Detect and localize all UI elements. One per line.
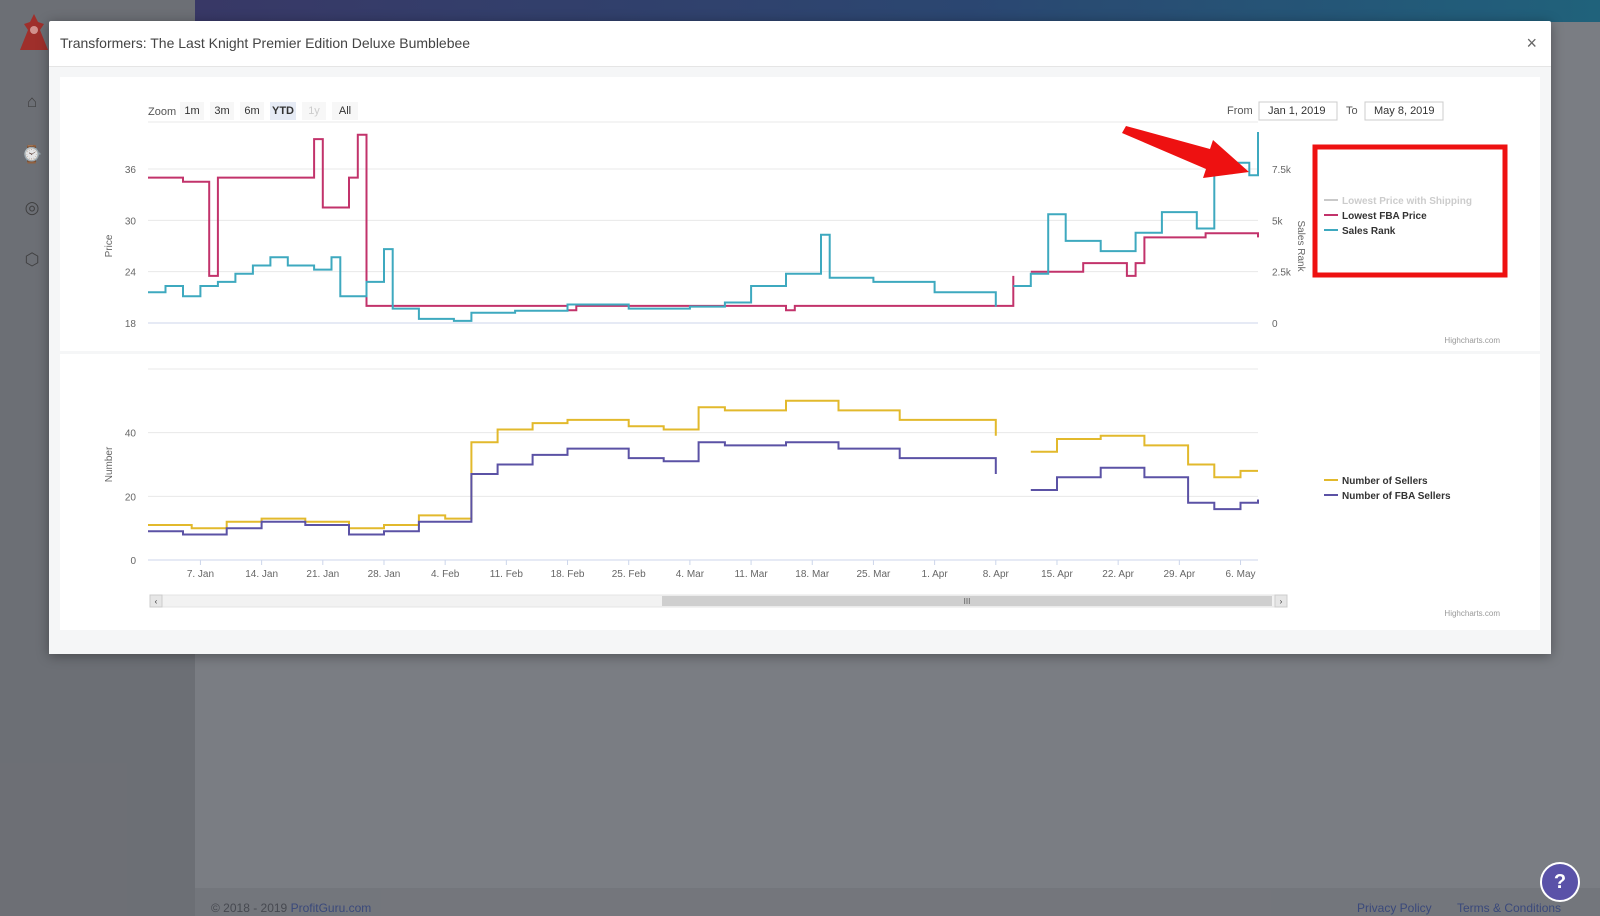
footer-copyright: © 2018 - 2019 ProfitGuru.com — [211, 901, 372, 915]
price-rank-chart: 18 24 30 36 0 2.5k 5k 7.5k Sales Rank Price Zoom … — [60, 77, 1540, 351]
x-tick-label: 11. Mar — [734, 569, 768, 580]
x-tick-label: 25. Mar — [856, 569, 891, 580]
sellers-chart-svg: 0 20 40 Number 7. Jan 14. Jan 21. Jan 28. Jan 4.… — [104, 368, 1500, 618]
zoom-button-3m[interactable] — [210, 102, 234, 120]
y-tick-label: 40 — [125, 429, 137, 440]
x-tick-label: 18. Mar — [795, 569, 830, 580]
y-tick-label: 36 — [125, 165, 137, 176]
scroll-right-button[interactable] — [1274, 594, 1288, 608]
terms-link[interactable]: Terms & Conditions — [1457, 901, 1562, 915]
scrollbar-grip-icon: III — [964, 597, 971, 606]
x-tick-label: 7. Jan — [187, 569, 214, 580]
x-tick-label: 21. Jan — [306, 569, 339, 580]
series-line-number-of-sellers[interactable] — [148, 399, 1258, 530]
x-tick-label: 15. Apr — [1041, 569, 1073, 580]
series-line-lowest-fba-price[interactable] — [148, 133, 1259, 312]
y-tick-label: 18 — [125, 319, 137, 330]
zoom-button-ytd[interactable] — [270, 102, 296, 120]
lifebuoy-icon[interactable]: ◎ — [24, 198, 40, 217]
legend-item[interactable]: Lowest Price with Shipping — [1342, 196, 1472, 207]
legend-item[interactable]: Number of Sellers — [1342, 476, 1428, 487]
zoom-button-1y[interactable] — [302, 102, 326, 120]
help-button[interactable]: ? — [1540, 862, 1580, 902]
legend-highlight-box — [1312, 144, 1508, 278]
sellers-chart: 0 20 40 Number 7. Jan 14. Jan 21. Jan 28. Jan 4.… — [60, 354, 1540, 630]
from-date-input[interactable] — [1258, 101, 1338, 121]
modal-body: 18 24 30 36 0 2.5k 5k 7.5k Sales Rank Price Zoom … — [49, 67, 1551, 654]
x-tick-label: 28. Jan — [368, 569, 401, 580]
footer-brand-link[interactable]: ProfitGuru.com — [290, 901, 372, 915]
to-date-value: May 8, 2019 — [1374, 105, 1435, 117]
zoom-button-label: 1m — [184, 105, 199, 117]
from-date-value: Jan 1, 2019 — [1268, 105, 1326, 117]
zoom-button-1m[interactable] — [180, 102, 204, 120]
arrow-right-icon: › — [1280, 597, 1283, 606]
y-tick-label: 0 — [130, 556, 136, 567]
series-line-number-of-fba-sellers[interactable] — [148, 441, 1259, 536]
x-tick-label: 4. Mar — [676, 569, 705, 580]
home-icon[interactable]: ⌂ — [26, 92, 38, 111]
to-label: To — [1346, 105, 1358, 117]
y-axis-label: Number — [104, 446, 115, 482]
y-tick-label: 24 — [125, 268, 137, 279]
product-chart-modal: Transformers: The Last Knight Premier Ed… — [49, 21, 1551, 654]
zoom-label: Zoom — [148, 106, 176, 118]
zoom-button-label: 1y — [308, 105, 320, 117]
modal-header: Transformers: The Last Knight Premier Ed… — [49, 21, 1551, 67]
modal-title: Transformers: The Last Knight Premier Ed… — [60, 35, 471, 51]
y-right-tick-label: 0 — [1272, 319, 1278, 330]
y-right-tick-label: 2.5k — [1272, 268, 1292, 279]
scroll-left-button[interactable] — [149, 594, 163, 608]
app-header — [195, 0, 1600, 22]
y-right-tick-label: 5k — [1272, 216, 1284, 227]
y-right-tick-label: 7.5k — [1272, 165, 1292, 176]
x-tick-label: 14. Jan — [245, 569, 278, 580]
x-tick-label: 8. Apr — [983, 569, 1010, 580]
app-footer: © 2018 - 2019 ProfitGuru.com Privacy Pol… — [195, 888, 1600, 916]
from-label: From — [1227, 105, 1253, 117]
y-tick-label: 20 — [125, 492, 137, 503]
x-tick-label: 18. Feb — [551, 569, 585, 580]
zoom-button-all[interactable] — [332, 102, 358, 120]
red-arrow-icon — [1122, 126, 1249, 178]
x-tick-label: 4. Feb — [431, 569, 460, 580]
credits-top[interactable]: Highcharts.com — [1444, 336, 1500, 345]
legend-item[interactable]: Lowest FBA Price — [1342, 211, 1427, 222]
box-icon[interactable]: ⬡ — [24, 250, 40, 269]
watch-icon[interactable]: ⌚ — [21, 145, 43, 164]
y-axis-label: Price — [104, 234, 115, 257]
x-tick-label: 22. Apr — [1102, 569, 1134, 580]
y-tick-label: 30 — [125, 216, 137, 227]
credits-bottom[interactable]: Highcharts.com — [1444, 609, 1500, 618]
zoom-button-label: All — [339, 105, 351, 117]
x-tick-label: 6. May — [1226, 569, 1256, 580]
x-tick-label: 25. Feb — [612, 569, 646, 580]
zoom-button-label: YTD — [272, 105, 294, 117]
zoom-button-label: 6m — [244, 105, 259, 117]
legend-item[interactable]: Number of FBA Sellers — [1342, 491, 1451, 502]
navigator-scrollbar-thumb[interactable] — [662, 596, 1272, 606]
legend-item[interactable]: Sales Rank — [1342, 226, 1396, 237]
y-right-axis-label: Sales Rank — [1295, 220, 1306, 272]
zoom-button-label: 3m — [214, 105, 229, 117]
x-tick-label: 11. Feb — [490, 569, 524, 580]
arrow-left-icon: ‹ — [155, 597, 158, 606]
zoom-button-6m[interactable] — [240, 102, 264, 120]
x-tick-label: 29. Apr — [1163, 569, 1195, 580]
x-tick-label: 1. Apr — [922, 569, 949, 580]
privacy-policy-link[interactable]: Privacy Policy — [1357, 901, 1432, 915]
close-icon[interactable]: × — [1526, 33, 1537, 53]
profitguru-logo-icon — [20, 14, 48, 50]
to-date-input[interactable] — [1364, 101, 1444, 121]
